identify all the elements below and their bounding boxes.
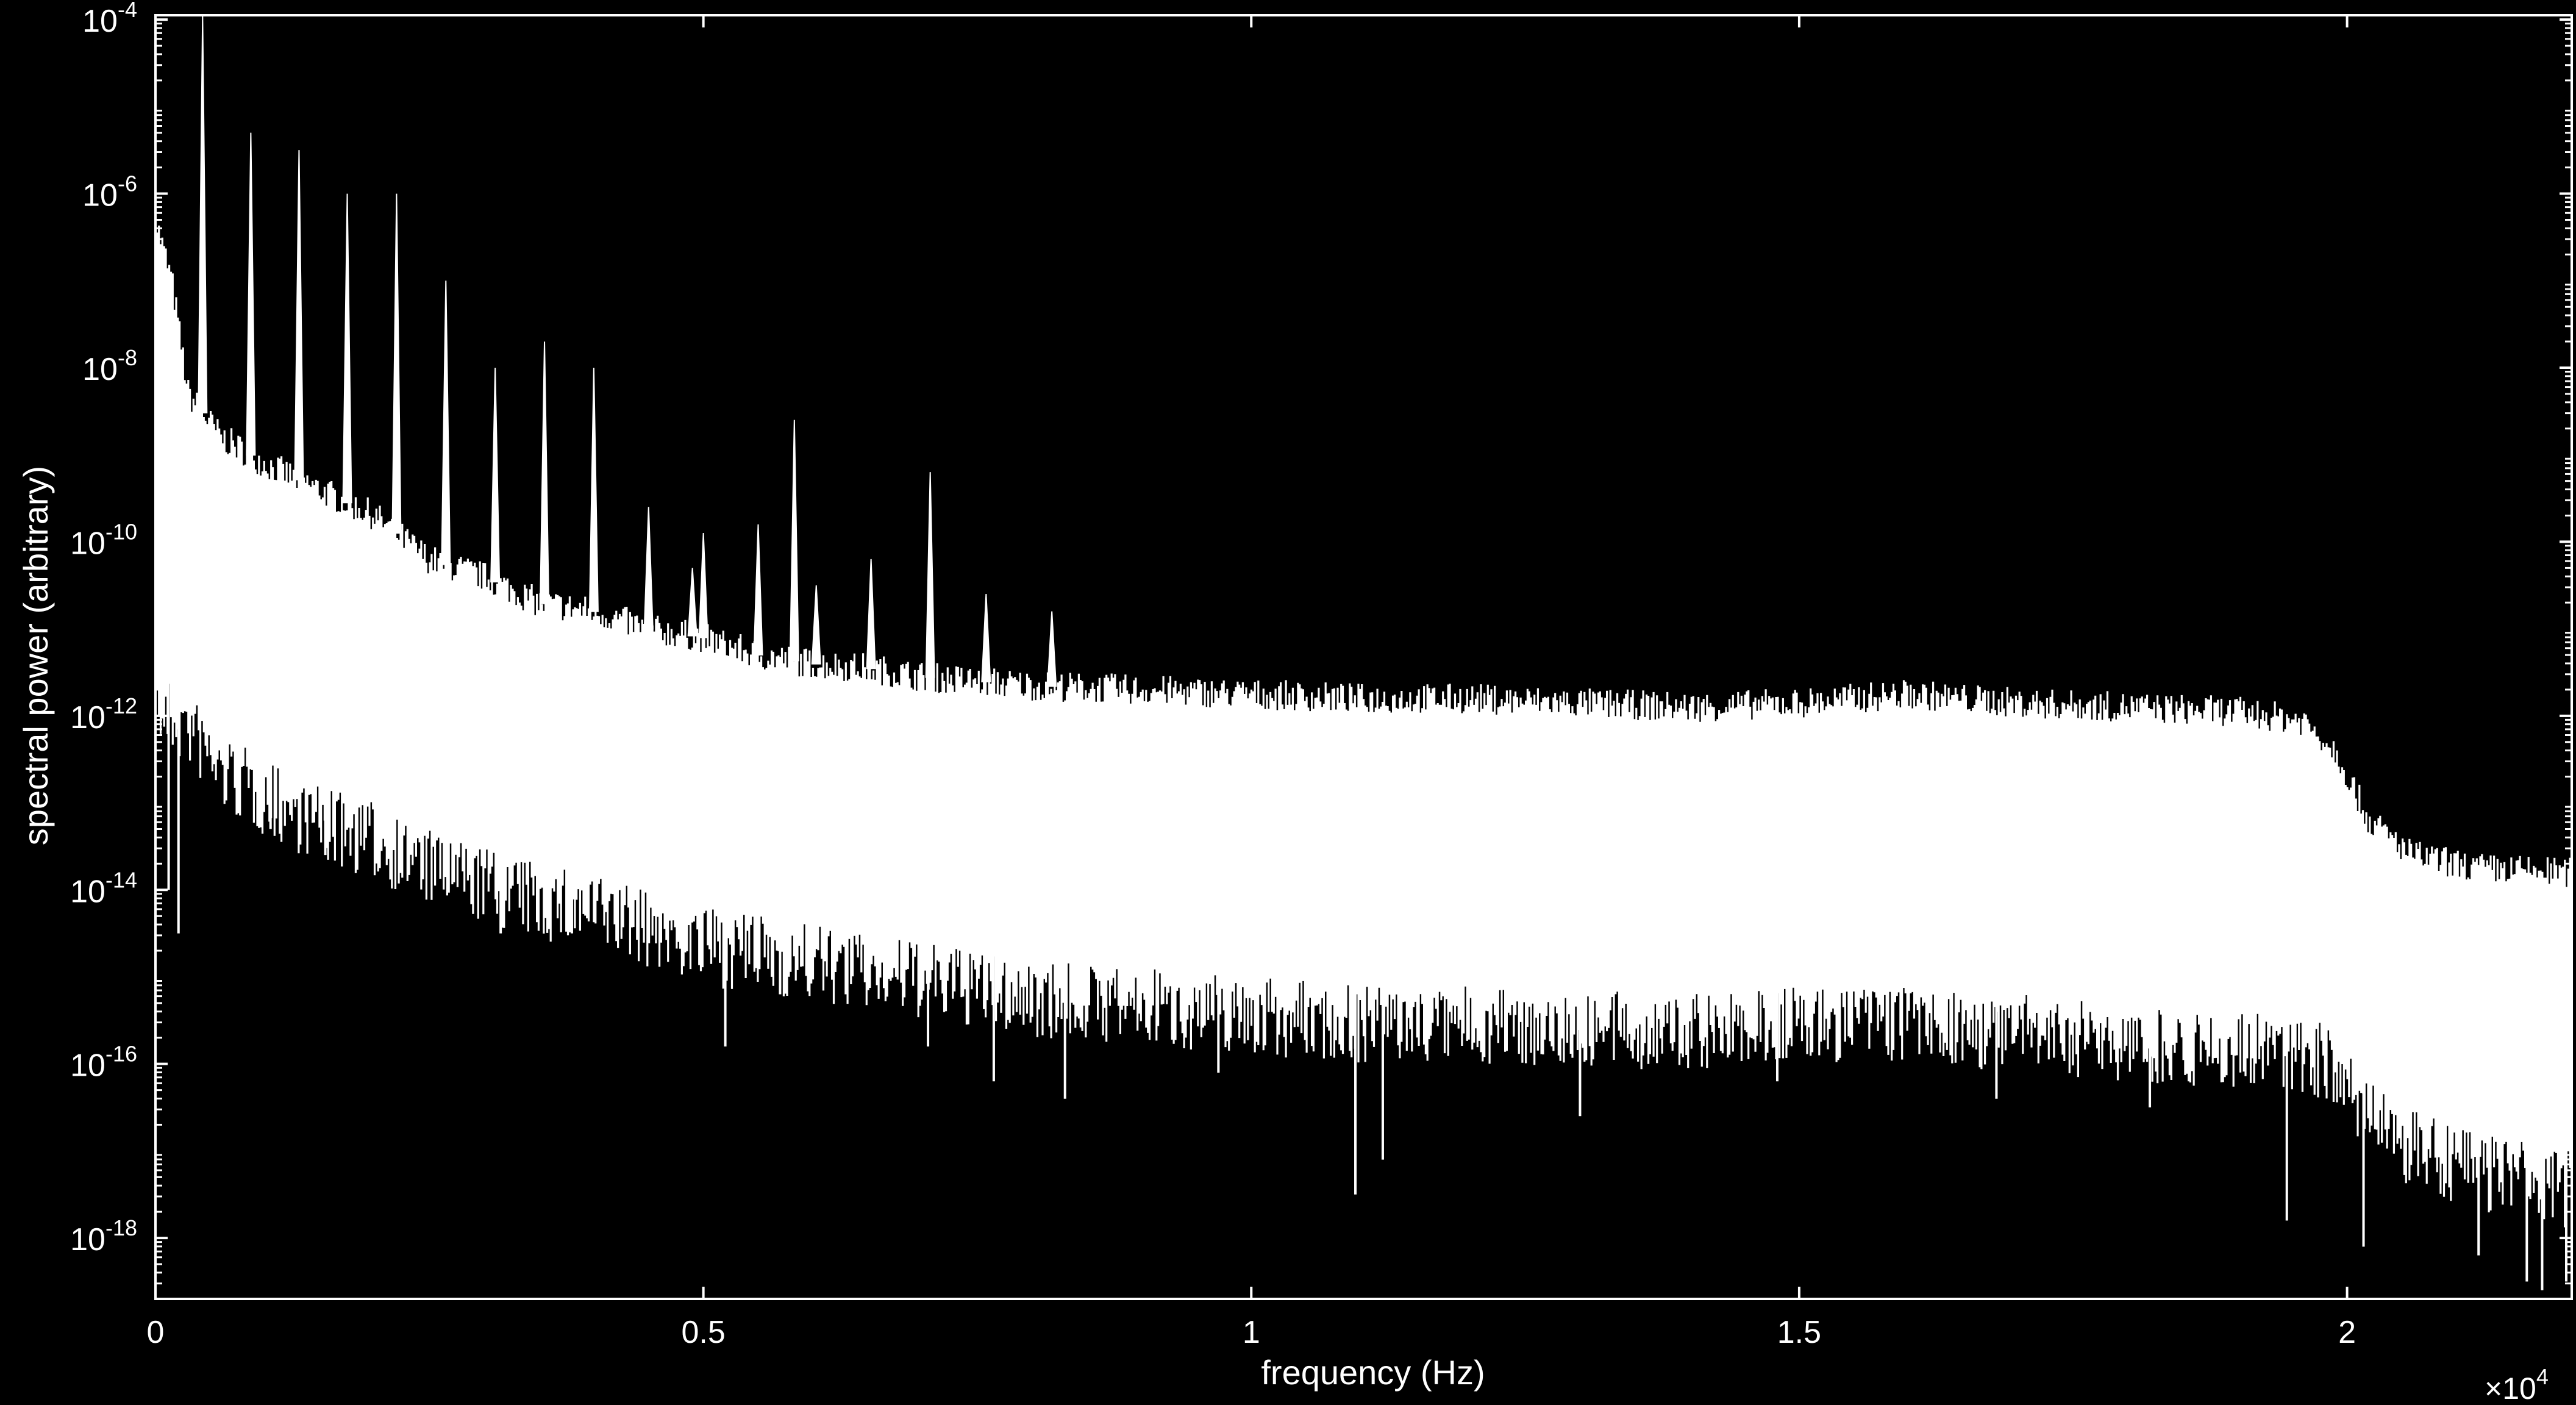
y-tick-exponent: -10 [105, 519, 137, 544]
y-tick-exponent: -12 [105, 693, 137, 718]
x-tick-label: 2 [2338, 1315, 2356, 1350]
spectral-peak [490, 367, 501, 583]
x-tick-label: 0.5 [681, 1315, 725, 1350]
y-tick-label: 10-14 [70, 867, 137, 909]
y-axis-label: spectral power (arbitrary) [16, 466, 55, 845]
spectrum-body [155, 241, 2572, 1112]
y-tick-label: 10-16 [70, 1042, 137, 1084]
axes-frame [154, 14, 2573, 1300]
y-tick-label: 10-12 [70, 693, 137, 735]
y-tick-base: 10 [70, 700, 105, 735]
spectral-peak [441, 281, 451, 565]
plot-area [154, 15, 2573, 1290]
y-tick-base: 10 [82, 4, 118, 39]
y-tick-exponent: -16 [105, 1042, 137, 1067]
y-tick-base: 10 [70, 526, 105, 561]
y-tick-exponent: -8 [118, 345, 137, 370]
spectral-peak [198, 15, 208, 413]
spectral-peak [391, 193, 402, 534]
spectral-peak [1047, 611, 1057, 687]
x-multiplier-base: ×10 [2485, 1371, 2536, 1405]
y-tick-label: 10-6 [82, 171, 137, 213]
x-axis-label: frequency (Hz) [1261, 1353, 1485, 1392]
spectral-peak [789, 420, 799, 662]
spectral-peak [588, 367, 599, 612]
y-tick-label: 10-18 [70, 1215, 137, 1257]
y-tick-exponent: -14 [105, 867, 137, 892]
spectral-peak [540, 341, 550, 604]
spectral-peak [342, 193, 352, 504]
spectral-peak [246, 132, 256, 456]
y-tick-exponent: -18 [105, 1215, 137, 1240]
y-tick-base: 10 [82, 352, 118, 387]
spectral-peak [294, 150, 304, 481]
spectral-peak [753, 524, 763, 656]
y-tick-exponent: -4 [118, 0, 137, 22]
x-tick-label: 1.5 [1777, 1315, 1821, 1350]
spectral-peak [925, 472, 935, 678]
y-tick-label: 10-10 [70, 519, 137, 561]
x-axis-multiplier: ×104 [2485, 1364, 2549, 1405]
spectral-peak [643, 507, 654, 630]
spectral-peak [866, 559, 876, 670]
y-tick-base: 10 [70, 1048, 105, 1084]
y-tick-base: 10 [82, 178, 118, 213]
x-tick-label: 1 [1243, 1315, 1260, 1350]
spectral-peak [981, 593, 991, 682]
y-tick-label: 10-8 [82, 345, 137, 387]
y-tick-base: 10 [70, 1222, 105, 1257]
spectral-peak [811, 585, 821, 665]
y-tick-label: 10-4 [82, 0, 137, 39]
spectral-peak [698, 533, 708, 638]
y-tick-base: 10 [70, 874, 105, 909]
spectral-peak [687, 568, 698, 637]
axis-ticks [154, 15, 2572, 1300]
y-tick-exponent: -6 [118, 171, 137, 196]
x-multiplier-exponent: 4 [2536, 1364, 2549, 1389]
x-tick-label: 0 [147, 1315, 165, 1350]
